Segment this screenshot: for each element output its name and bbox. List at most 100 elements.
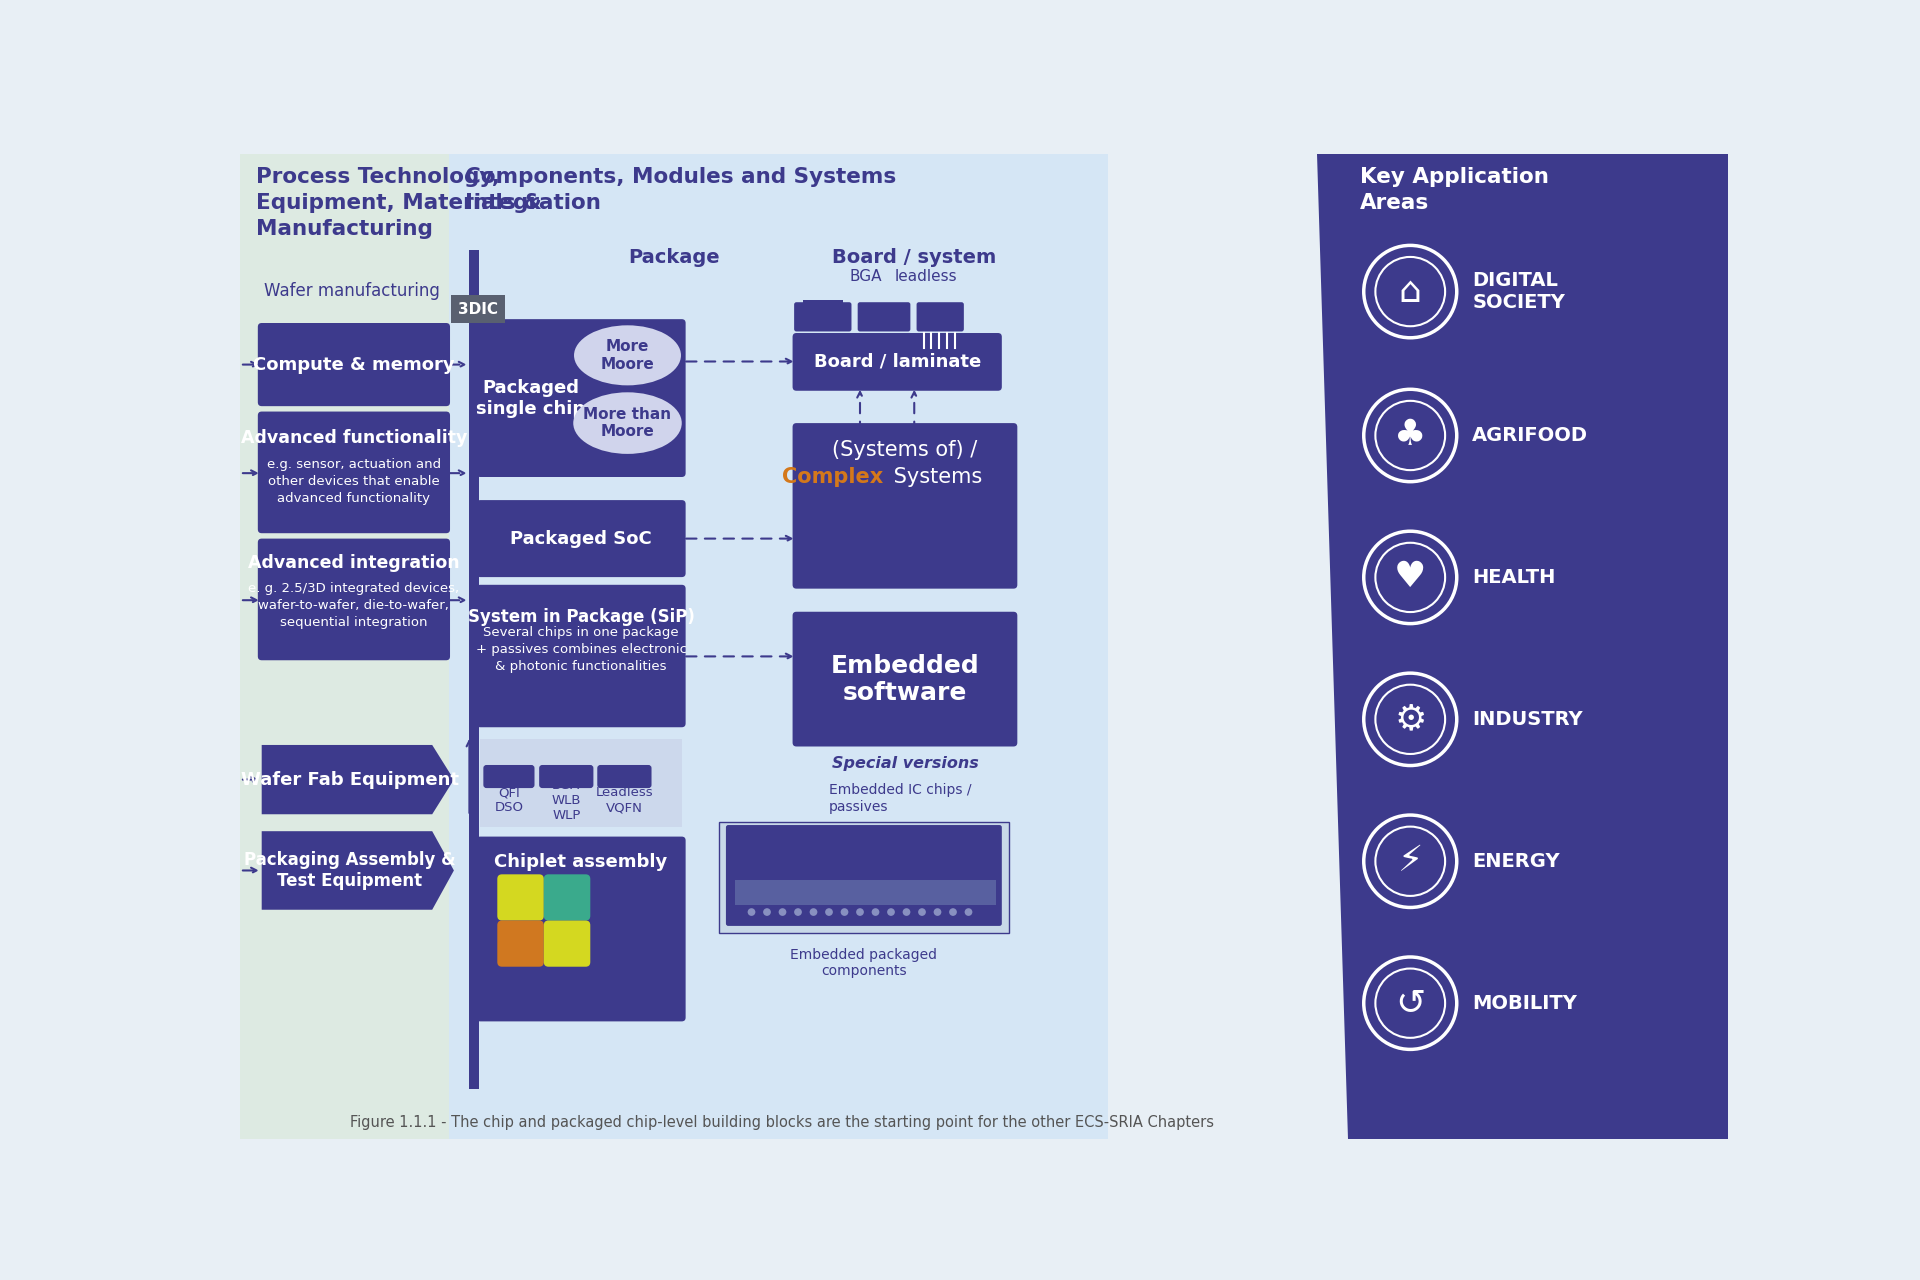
Text: DIGITAL
SOCIETY: DIGITAL SOCIETY: [1473, 271, 1565, 312]
FancyBboxPatch shape: [476, 837, 685, 1021]
Circle shape: [964, 909, 972, 916]
Text: Advanced integration: Advanced integration: [248, 554, 459, 572]
Text: Packaged SoC: Packaged SoC: [511, 530, 653, 548]
Text: Leadless
VQFN: Leadless VQFN: [595, 786, 653, 814]
Ellipse shape: [1367, 677, 1453, 762]
FancyBboxPatch shape: [484, 765, 534, 788]
FancyBboxPatch shape: [480, 739, 682, 827]
FancyBboxPatch shape: [916, 302, 964, 332]
FancyBboxPatch shape: [497, 920, 543, 966]
Text: e. g. 2.5/3D integrated devices,
wafer-to-wafer, die-to-wafer,
sequential integr: e. g. 2.5/3D integrated devices, wafer-t…: [248, 581, 459, 628]
FancyBboxPatch shape: [735, 881, 996, 905]
Polygon shape: [261, 831, 453, 910]
FancyBboxPatch shape: [803, 300, 843, 317]
Text: Special versions: Special versions: [831, 756, 979, 771]
Text: Advanced functionality: Advanced functionality: [240, 430, 467, 448]
Text: Wafer Fab Equipment: Wafer Fab Equipment: [242, 771, 459, 788]
Circle shape: [762, 909, 770, 916]
Circle shape: [872, 909, 879, 916]
Circle shape: [866, 335, 872, 342]
Text: Package: Package: [628, 248, 720, 268]
Text: System in Package (SiP): System in Package (SiP): [468, 608, 695, 626]
Circle shape: [826, 909, 833, 916]
Text: Packaged
single chip: Packaged single chip: [476, 379, 586, 417]
Circle shape: [885, 335, 891, 342]
Text: Chiplet assembly: Chiplet assembly: [493, 852, 668, 870]
Circle shape: [887, 909, 895, 916]
Text: Board / laminate: Board / laminate: [814, 352, 981, 370]
Text: e.g. sensor, actuation and
other devices that enable
advanced functionality: e.g. sensor, actuation and other devices…: [267, 458, 442, 504]
Circle shape: [948, 909, 956, 916]
FancyBboxPatch shape: [795, 302, 851, 332]
Polygon shape: [449, 154, 1108, 1139]
Text: INDUSTRY: INDUSTRY: [1473, 710, 1582, 728]
FancyBboxPatch shape: [468, 250, 478, 1089]
Ellipse shape: [1367, 961, 1453, 1046]
Text: ⚡: ⚡: [1398, 845, 1423, 878]
Text: leadless: leadless: [895, 269, 958, 284]
FancyBboxPatch shape: [451, 296, 505, 323]
Text: Board / system: Board / system: [831, 248, 996, 268]
Polygon shape: [261, 745, 453, 814]
FancyBboxPatch shape: [793, 424, 1018, 589]
FancyBboxPatch shape: [476, 319, 685, 477]
FancyBboxPatch shape: [726, 826, 1002, 925]
FancyBboxPatch shape: [476, 500, 685, 577]
FancyBboxPatch shape: [497, 874, 543, 920]
Text: 3DIC: 3DIC: [459, 302, 497, 316]
Text: Key Application
Areas: Key Application Areas: [1359, 168, 1549, 212]
Text: HEALTH: HEALTH: [1473, 568, 1555, 588]
Text: ↺: ↺: [1396, 986, 1425, 1020]
FancyBboxPatch shape: [858, 302, 910, 332]
Circle shape: [933, 909, 941, 916]
Circle shape: [856, 909, 864, 916]
FancyBboxPatch shape: [597, 765, 651, 788]
Text: Wafer manufacturing: Wafer manufacturing: [265, 282, 440, 300]
Polygon shape: [240, 154, 449, 1139]
Circle shape: [895, 335, 900, 342]
Text: Embedded packaged
components: Embedded packaged components: [791, 948, 937, 978]
Text: Embedded
software: Embedded software: [831, 654, 979, 705]
Ellipse shape: [1367, 393, 1453, 477]
Text: Several chips in one package
+ passives combines electronic
& photonic functiona: Several chips in one package + passives …: [476, 626, 687, 672]
Circle shape: [780, 909, 787, 916]
FancyBboxPatch shape: [543, 874, 589, 920]
Text: (Systems of) /: (Systems of) /: [833, 440, 977, 460]
Ellipse shape: [1367, 250, 1453, 334]
FancyBboxPatch shape: [793, 333, 1002, 390]
Text: Components, Modules and Systems
Integration: Components, Modules and Systems Integrat…: [465, 168, 897, 212]
Circle shape: [810, 909, 818, 916]
FancyBboxPatch shape: [793, 612, 1018, 746]
Text: BGA: BGA: [851, 269, 883, 284]
Circle shape: [918, 909, 925, 916]
Text: BGA
WLB
WLP: BGA WLB WLP: [551, 780, 582, 822]
Circle shape: [902, 909, 910, 916]
Text: More
Moore: More Moore: [601, 339, 655, 371]
Circle shape: [841, 909, 849, 916]
Text: Embedded IC chips /
passives: Embedded IC chips / passives: [829, 783, 972, 814]
Circle shape: [795, 909, 803, 916]
Ellipse shape: [1367, 819, 1453, 904]
Text: ⌂: ⌂: [1400, 275, 1421, 308]
FancyBboxPatch shape: [257, 412, 449, 534]
Circle shape: [876, 335, 881, 342]
Text: More than
Moore: More than Moore: [584, 407, 672, 439]
Text: Process Technology,
Equipment, Materials &
Manufacturing: Process Technology, Equipment, Materials…: [255, 168, 541, 238]
Text: MOBILITY: MOBILITY: [1473, 993, 1576, 1012]
Text: Figure 1.1.1 - The chip and packaged chip-level building blocks are the starting: Figure 1.1.1 - The chip and packaged chi…: [351, 1115, 1215, 1130]
FancyBboxPatch shape: [718, 822, 1008, 933]
Text: ♣: ♣: [1394, 419, 1427, 453]
Text: Systems: Systems: [887, 467, 983, 486]
FancyBboxPatch shape: [257, 539, 449, 660]
FancyBboxPatch shape: [543, 920, 589, 966]
FancyBboxPatch shape: [476, 585, 685, 727]
FancyBboxPatch shape: [540, 765, 593, 788]
Ellipse shape: [574, 325, 682, 385]
Text: AGRIFOOD: AGRIFOOD: [1473, 426, 1588, 445]
Ellipse shape: [574, 392, 682, 454]
Text: Compute & memory: Compute & memory: [253, 356, 455, 374]
Text: ⚙: ⚙: [1394, 703, 1427, 736]
Text: Complex: Complex: [781, 467, 883, 486]
Text: QFI
DSO: QFI DSO: [495, 786, 524, 814]
Ellipse shape: [1367, 535, 1453, 620]
